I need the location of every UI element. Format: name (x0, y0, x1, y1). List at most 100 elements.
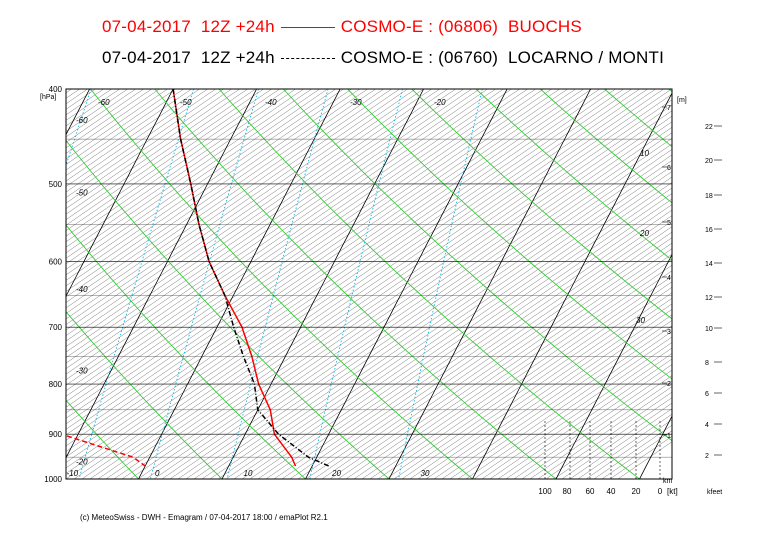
hatch-line (121, 99, 672, 479)
pressure-tick-label: 900 (49, 430, 63, 439)
hatch-line (66, 89, 496, 386)
isotherm-label-top: -50 (180, 98, 192, 107)
hatch-line (66, 89, 392, 314)
dewpoint-line-buochs (66, 434, 146, 467)
height-km-label: 3 (667, 329, 671, 336)
hatch-line (66, 89, 320, 265)
temperature-tick-label: 0 (155, 469, 160, 478)
height-axis-label: [m] (677, 97, 687, 104)
hatch-line (66, 89, 528, 408)
hatch-line (66, 89, 584, 447)
dry-adiabat (218, 89, 640, 479)
pressure-tick-label: 500 (49, 180, 63, 189)
temperature-tick-label: 10 (244, 469, 253, 478)
kfeet-label: 18 (705, 193, 713, 200)
hatch-line (361, 264, 672, 479)
hatch-line (66, 89, 264, 226)
hatch-line (66, 89, 592, 452)
hatch-line (0, 89, 16, 479)
wind-axis-label: [kt] (667, 487, 678, 496)
hatch-line (193, 149, 672, 479)
dry-adiabat (539, 89, 672, 204)
hatch-line (66, 89, 208, 187)
hatch-line (145, 115, 672, 479)
wind-axis-tick-label: 80 (563, 487, 572, 496)
hatch-line (66, 89, 400, 320)
isotherm-label-left: -60 (76, 116, 88, 125)
hatch-line (66, 89, 464, 364)
height-km-label: 5 (667, 220, 671, 227)
hatch-line (0, 89, 8, 479)
hatch-line (241, 182, 672, 479)
hatch-line (265, 198, 672, 479)
legend-line-dashdot (280, 58, 335, 60)
hatch-line (153, 121, 672, 479)
hatch-line (481, 347, 672, 479)
hatch-line (66, 89, 80, 99)
isotherm-label-top: -30 (350, 98, 362, 107)
pressure-tick-label: 1000 (44, 475, 62, 484)
hatch-line (393, 287, 672, 479)
isotherm-line (472, 92, 672, 479)
wind-axis-tick-label: 40 (607, 487, 616, 496)
kfeet-label: 12 (705, 295, 713, 302)
hatch-line (66, 89, 432, 342)
kfeet-axis-label: kfeet (707, 489, 722, 496)
hatch-line (505, 364, 672, 479)
hatch-line (425, 309, 672, 479)
hatch-line (66, 89, 176, 165)
hatch-line (321, 237, 672, 479)
hatch-line (66, 89, 424, 336)
hatch-line (66, 89, 136, 138)
hatch-line (66, 89, 336, 276)
hatch-line (569, 408, 672, 479)
hatch-line (66, 89, 312, 259)
hatch-line (465, 336, 672, 479)
hatch-line (201, 154, 672, 479)
hatch-line (377, 275, 672, 479)
hatch-line (489, 353, 672, 479)
hatch-line (66, 89, 272, 231)
hatch-line (66, 89, 256, 220)
hatch-line (66, 89, 512, 397)
pressure-tick-label: 600 (49, 258, 63, 267)
hatch-line (521, 375, 672, 479)
height-km-label: 6 (667, 165, 671, 172)
hatch-line (137, 110, 672, 479)
hatch-line (545, 391, 672, 479)
mixing-ratio-line (78, 89, 195, 479)
plot-border (65, 88, 673, 480)
hatch-line (66, 89, 576, 441)
hatch-line (66, 89, 152, 149)
kfeet-label: 6 (705, 391, 709, 398)
hatch-line (66, 89, 456, 358)
hatch-line (433, 314, 672, 479)
temperature-tick-label: -10 (67, 469, 79, 478)
dewpoint-line-locarno (66, 452, 68, 458)
hatch-line (449, 325, 672, 479)
isotherm-label-left: -50 (76, 188, 88, 197)
dry-adiabat (668, 89, 672, 93)
hatch-line (0, 89, 40, 479)
wind-axis-tick-label: 60 (586, 487, 595, 496)
hatch-line (617, 441, 672, 479)
hatch-line (609, 435, 672, 479)
hatch-line (297, 220, 672, 479)
isotherm-label-left: -30 (76, 367, 88, 376)
hatch-line (257, 193, 672, 479)
isotherm-line (388, 89, 591, 479)
hatch-line (66, 89, 104, 116)
hatch-line (66, 89, 544, 419)
hatch-line (233, 176, 672, 479)
hatch-line (66, 89, 120, 127)
hatch-line (66, 89, 192, 176)
hatch-line (66, 89, 240, 209)
height-km-label: 7 (667, 105, 671, 112)
chart-title-locarno: 07-04-2017 12Z +24h COSMO-E : (06760) LOC… (102, 48, 665, 67)
hatch-line (66, 89, 408, 325)
hatch-line (66, 89, 72, 94)
hatch-line (66, 89, 360, 292)
hatch-line (73, 89, 640, 479)
hatch-line (66, 89, 376, 303)
hatch-line (353, 259, 672, 479)
